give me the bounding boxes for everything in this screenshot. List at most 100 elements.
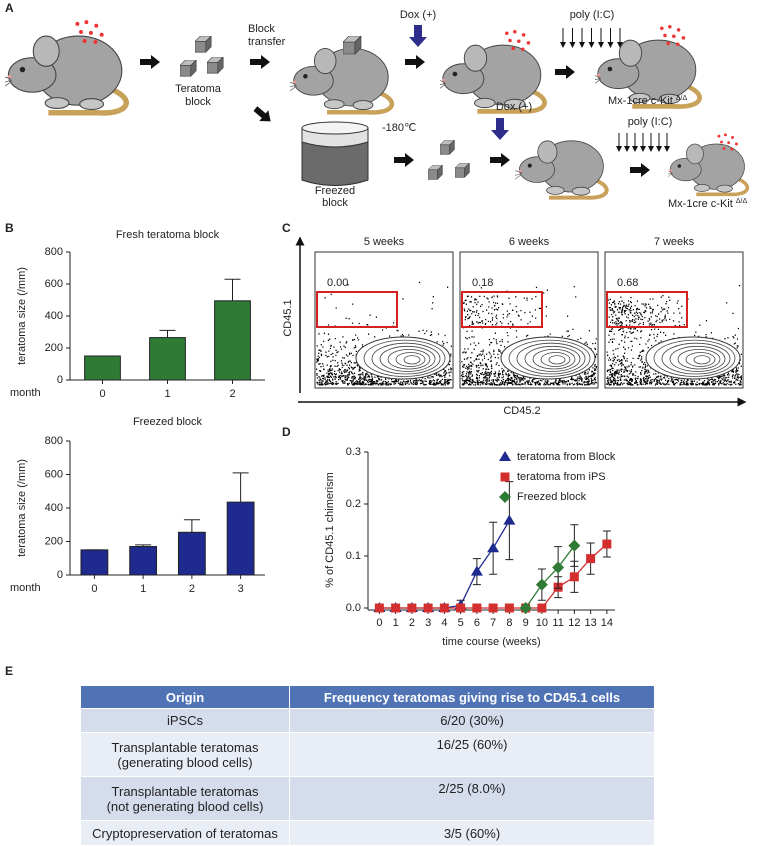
cell: iPSCs xyxy=(80,708,290,733)
cube xyxy=(428,165,443,180)
y-tick-label: 600 xyxy=(45,278,63,290)
arrow xyxy=(250,103,276,127)
arrow xyxy=(140,55,160,69)
cell-line: (generating blood cells) xyxy=(117,754,253,770)
genotype: Mx-1cre c-Kit xyxy=(608,95,673,107)
x-tick-label: 11 xyxy=(552,617,563,629)
arrow xyxy=(250,55,270,69)
legend-label: teratoma from iPS xyxy=(517,471,606,483)
marker xyxy=(391,603,401,613)
x-tick-label: 1 xyxy=(164,388,170,400)
cell-line: Transplantable teratomas xyxy=(111,783,259,799)
x-tick-label: 1 xyxy=(393,617,399,629)
cell: Transplantable teratomas (generating bloo… xyxy=(80,732,290,777)
gate-value: 0.18 xyxy=(472,277,493,289)
contour xyxy=(395,352,426,367)
label: Freezed xyxy=(315,185,355,197)
cell: 16/25 (60%) xyxy=(289,732,655,777)
panel-label: B xyxy=(5,221,14,235)
marker xyxy=(499,451,511,461)
arrow xyxy=(405,55,425,69)
panel-label: E xyxy=(5,664,13,678)
marker xyxy=(535,578,548,591)
cell-line: Cryptopreservation of teratomas xyxy=(92,825,278,841)
error-bar xyxy=(224,278,241,301)
marker xyxy=(439,603,449,613)
contour xyxy=(379,345,436,372)
contour xyxy=(661,342,731,375)
label: block xyxy=(185,96,211,108)
x-tick-label: 1 xyxy=(140,583,146,595)
x-tick-label: 0 xyxy=(99,388,105,400)
arrow xyxy=(555,65,575,79)
marker xyxy=(470,565,483,576)
label: transfer xyxy=(248,36,286,48)
mouse xyxy=(0,36,126,113)
dox-arrow xyxy=(409,25,427,47)
genotype: Mx-1cre c-Kit xyxy=(668,198,733,210)
contour xyxy=(403,355,421,365)
bar xyxy=(214,300,251,381)
x-tick-label: 10 xyxy=(536,617,548,629)
marker xyxy=(423,603,433,613)
contour xyxy=(693,355,711,365)
gate-value: 0.68 xyxy=(617,277,638,289)
axis-label: CD45.2 xyxy=(503,405,540,417)
label: Teratoma xyxy=(175,83,222,95)
contour xyxy=(685,352,716,367)
error-bar xyxy=(183,519,200,533)
marker xyxy=(568,539,581,552)
cube xyxy=(440,140,455,155)
gate xyxy=(316,291,398,328)
plot-title: 5 weeks xyxy=(364,236,405,248)
y-tick-label: 200 xyxy=(45,535,63,547)
x-tick-label: 7 xyxy=(490,617,496,629)
bar xyxy=(149,337,186,381)
mouse xyxy=(668,142,750,197)
contour xyxy=(677,349,721,370)
y-tick-label: 0.0 xyxy=(346,602,361,614)
series-line xyxy=(379,520,510,609)
x-tick-label: 2 xyxy=(409,617,415,629)
y-tick-label: 0.2 xyxy=(346,498,361,510)
error-bar xyxy=(159,329,176,338)
y-tick-label: 800 xyxy=(45,246,63,258)
arrow xyxy=(394,153,414,167)
x-tick-label: 5 xyxy=(458,617,464,629)
cell-line: Transplantable teratomas xyxy=(111,739,259,755)
label: Dox (+) xyxy=(496,101,532,113)
label: poly (I:C) xyxy=(628,116,673,128)
figure: A B C D E Teratoma block Block transfer … xyxy=(0,1,750,678)
legend-label: Freezed block xyxy=(517,491,587,503)
cell-line: (not generating blood cells) xyxy=(106,798,264,814)
error-bar xyxy=(135,544,152,547)
x-tick-label: 13 xyxy=(585,617,597,629)
contour xyxy=(387,349,431,370)
bar xyxy=(80,549,109,576)
contour xyxy=(371,342,441,375)
marker xyxy=(519,602,532,614)
y-tick-label: 0 xyxy=(57,569,63,581)
x-tick-label: 8 xyxy=(506,617,512,629)
schematic-bottom: -180℃ Freezed block Dox (+) poly (I:C) M… xyxy=(301,101,750,210)
marker xyxy=(569,572,579,582)
schematic-top: Teratoma block Block transfer Dox (+) po… xyxy=(0,9,700,127)
x-tick-label: 6 xyxy=(474,617,480,629)
bar xyxy=(129,546,158,576)
x-tick-label: 0 xyxy=(91,583,97,595)
flow-panel: CD45.1 CD45.2 0.00 5 weeks 0.18 6 weeks 0.68… xyxy=(282,236,747,417)
marker xyxy=(586,554,596,564)
marker xyxy=(487,542,500,553)
y-tick-label: 0 xyxy=(57,374,63,386)
marker xyxy=(602,539,612,549)
label: Mx-1cre c-Kit Δ/Δ xyxy=(668,198,747,210)
header-cell: Origin xyxy=(80,685,290,709)
injection-arrows xyxy=(616,133,670,152)
x-tick-label: 2 xyxy=(229,388,235,400)
y-axis-label: teratoma size (/mm) xyxy=(16,267,28,365)
y-tick-label: 800 xyxy=(45,435,63,447)
bar xyxy=(177,531,206,576)
dox-arrow xyxy=(491,118,509,140)
container-top xyxy=(301,121,369,135)
